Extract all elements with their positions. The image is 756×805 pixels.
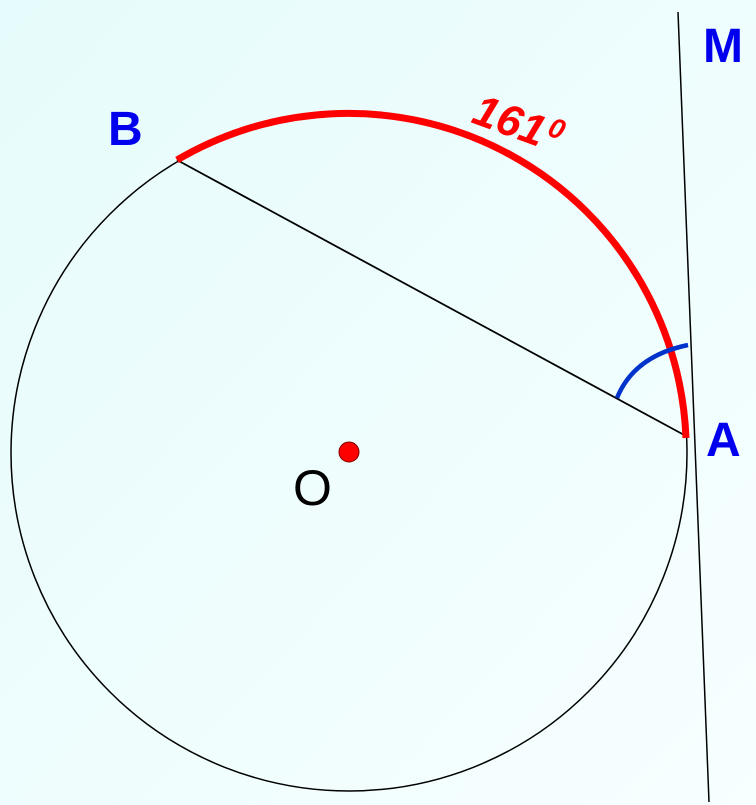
- arc: [175, 109, 690, 439]
- label-m: M: [703, 20, 743, 73]
- chord: [176, 159, 687, 437]
- center-dot: [338, 441, 360, 463]
- tangent-line: [677, 11, 710, 803]
- label-o: O: [293, 460, 332, 516]
- label-b: B: [108, 103, 143, 156]
- angle-mark: [614, 342, 689, 399]
- label-a: A: [706, 414, 741, 467]
